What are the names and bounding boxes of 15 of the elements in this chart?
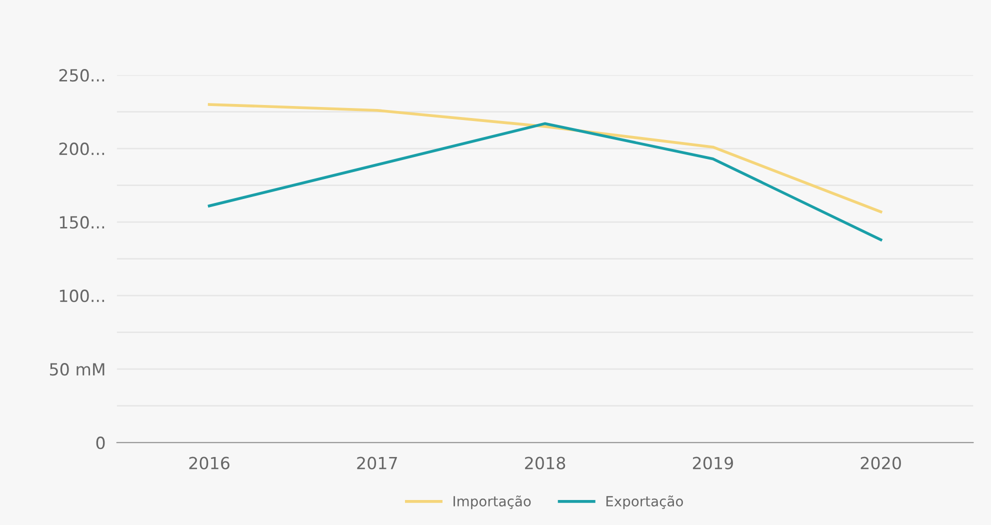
line-series [208,103,882,214]
y-tick-label: 150... [60,216,104,229]
x-tick-label: 2020 [860,456,901,470]
x-tick-label: 2016 [189,456,230,470]
y-tick-label: 100... [60,290,104,302]
x-tick-label: 2018 [525,456,566,470]
y-tick-label: 50 mM [50,363,104,376]
y-tick-label: 0 [96,436,105,450]
x-tick-label: 2019 [692,456,733,470]
legend-label: Importação [454,496,531,510]
y-tick-label: 250... [59,69,104,82]
legend-label: Exportação [606,496,683,510]
x-tick-label: 2017 [357,456,397,470]
line-series [208,122,882,242]
y-tick-label: 200... [59,142,104,156]
